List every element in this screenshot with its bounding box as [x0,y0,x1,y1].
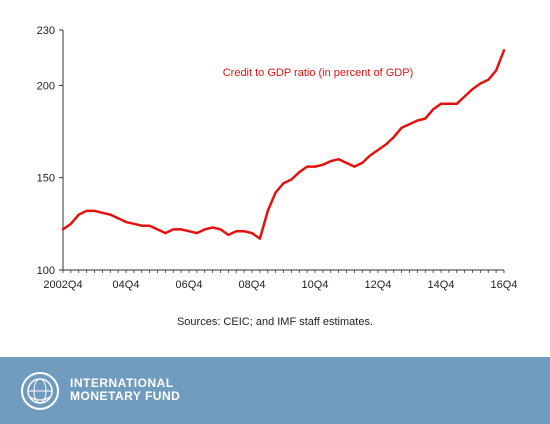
imf-wordmark: INTERNATIONAL MONETARY FUND [70,377,180,403]
footer-bar: INTERNATIONAL MONETARY FUND [0,357,550,424]
y-tick-label: 230 [37,25,55,37]
series-annotation: Credit to GDP ratio (in percent of GDP) [223,67,414,79]
x-tick-label: 14Q4 [428,279,455,291]
series-line [61,49,506,240]
imf-seal-icon [20,371,60,411]
source-note: Sources: CEIC; and IMF staff estimates. [176,316,374,328]
chart-svg: 100 150 200 230 2002Q4 04Q4 06Q4 08Q4 10Q4 12Q4 14… [37,25,518,291]
x-tick-label: 16Q4 [491,279,518,291]
x-tick-label: 06Q4 [176,279,203,291]
y-tick-label: 100 [37,265,55,277]
chart: 100 150 200 230 2002Q4 04Q4 06Q4 08Q4 10Q4 12Q4 14… [37,25,518,291]
x-tick-label: 10Q4 [302,279,329,291]
x-tick-label: 12Q4 [365,279,392,291]
brand-line-1: INTERNATIONAL [70,376,174,390]
x-tick-label: 2002Q4 [43,279,82,291]
x-tick-label: 08Q4 [239,279,266,291]
brand-line-2: MONETARY FUND [70,389,181,403]
y-tick-label: 150 [37,173,55,185]
x-tick-label: 04Q4 [113,279,140,291]
y-tick-label: 200 [37,80,55,92]
